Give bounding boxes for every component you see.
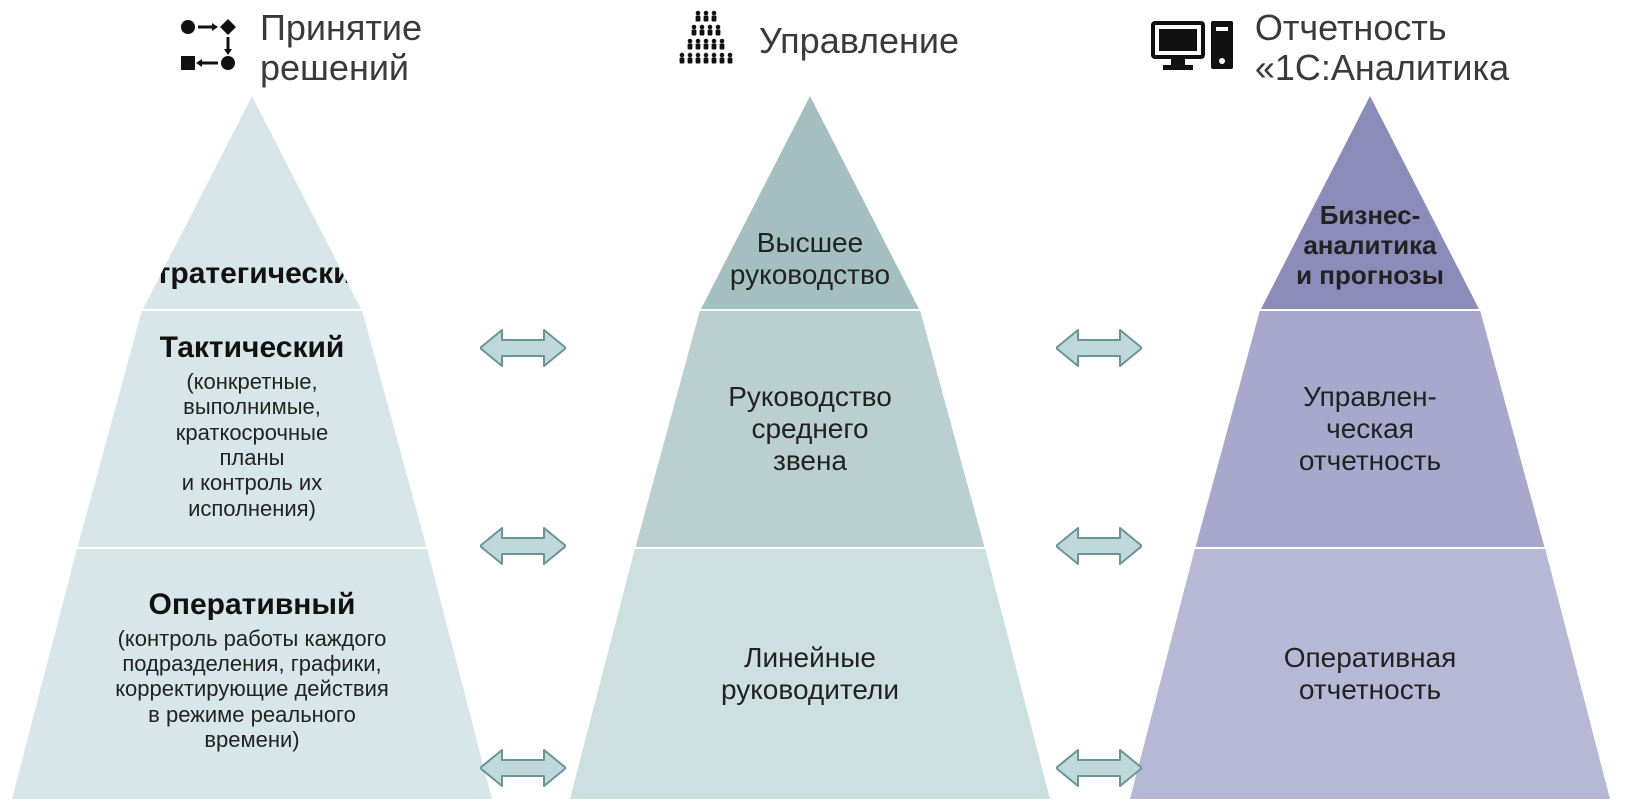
header-title-2: Управление xyxy=(759,21,959,61)
col1-lvl2-sub: (конкретные, выполнимые, краткосрочные п… xyxy=(176,369,328,521)
header-title-1: Принятие решений xyxy=(260,8,422,87)
col3-level2: Управлен- ческая отчетность xyxy=(1130,311,1610,549)
col2-lvl3-text: Линейные руководители xyxy=(721,642,899,706)
col2-lvl2-text: Руководство среднего звена xyxy=(728,381,892,478)
col1-level2: Тактический (конкретные, выполнимые, кра… xyxy=(12,311,492,549)
header-1-line1: Принятие xyxy=(260,8,422,48)
col1-lvl3-sub: (контроль работы каждого подразделения, … xyxy=(115,626,389,752)
col2-lvl1-text: Высшее руководство xyxy=(730,227,890,291)
people-pyramid-icon xyxy=(671,8,741,73)
double-arrow-icon xyxy=(1056,746,1142,790)
computer-icon xyxy=(1151,17,1237,78)
col1-level1: Стратегический xyxy=(12,96,492,311)
header-title-3: Отчетность «1С:Аналитика xyxy=(1255,8,1509,87)
double-arrow-icon xyxy=(480,746,566,790)
col1-lvl3-title: Оперативный xyxy=(149,588,356,622)
header-management: Управление xyxy=(560,8,1070,73)
header-3-line2: «1С:Аналитика xyxy=(1255,48,1509,88)
col2-level3: Линейные руководители xyxy=(570,549,1050,799)
double-arrow-icon xyxy=(480,524,566,568)
header-reporting: Отчетность «1С:Аналитика xyxy=(1050,8,1610,87)
header-decision-making: Принятие решений xyxy=(90,8,510,87)
double-arrow-icon xyxy=(1056,326,1142,370)
double-arrow-icon xyxy=(480,326,566,370)
pyramid-decisions: Стратегический Тактический (конкретные, … xyxy=(12,96,492,796)
col1-lvl1-title: Стратегический xyxy=(134,257,370,291)
header-3-line1: Отчетность xyxy=(1255,8,1509,48)
header-row: Принятие решений xyxy=(0,8,1636,88)
col3-lvl1-text: Бизнес- аналитика и прогнозы xyxy=(1296,201,1444,291)
flowchart-icon xyxy=(178,15,242,80)
double-arrow-icon xyxy=(1056,524,1142,568)
col2-level2: Руководство среднего звена xyxy=(570,311,1050,549)
col3-lvl2-text: Управлен- ческая отчетность xyxy=(1299,381,1441,478)
header-1-line2: решений xyxy=(260,48,422,88)
col1-level3: Оперативный (контроль работы каждого под… xyxy=(12,549,492,799)
col3-level1: Бизнес- аналитика и прогнозы xyxy=(1130,96,1610,311)
pyramids-area: Стратегический Тактический (конкретные, … xyxy=(0,96,1636,808)
col3-lvl3-text: Оперативная отчетность xyxy=(1284,642,1457,706)
pyramid-management: Высшее руководство Руководство среднего … xyxy=(570,96,1050,796)
col2-level1: Высшее руководство xyxy=(570,96,1050,311)
col1-lvl2-title: Тактический xyxy=(160,331,345,365)
pyramid-reporting: Бизнес- аналитика и прогнозы Управлен- ч… xyxy=(1130,96,1610,796)
col3-level3: Оперативная отчетность xyxy=(1130,549,1610,799)
